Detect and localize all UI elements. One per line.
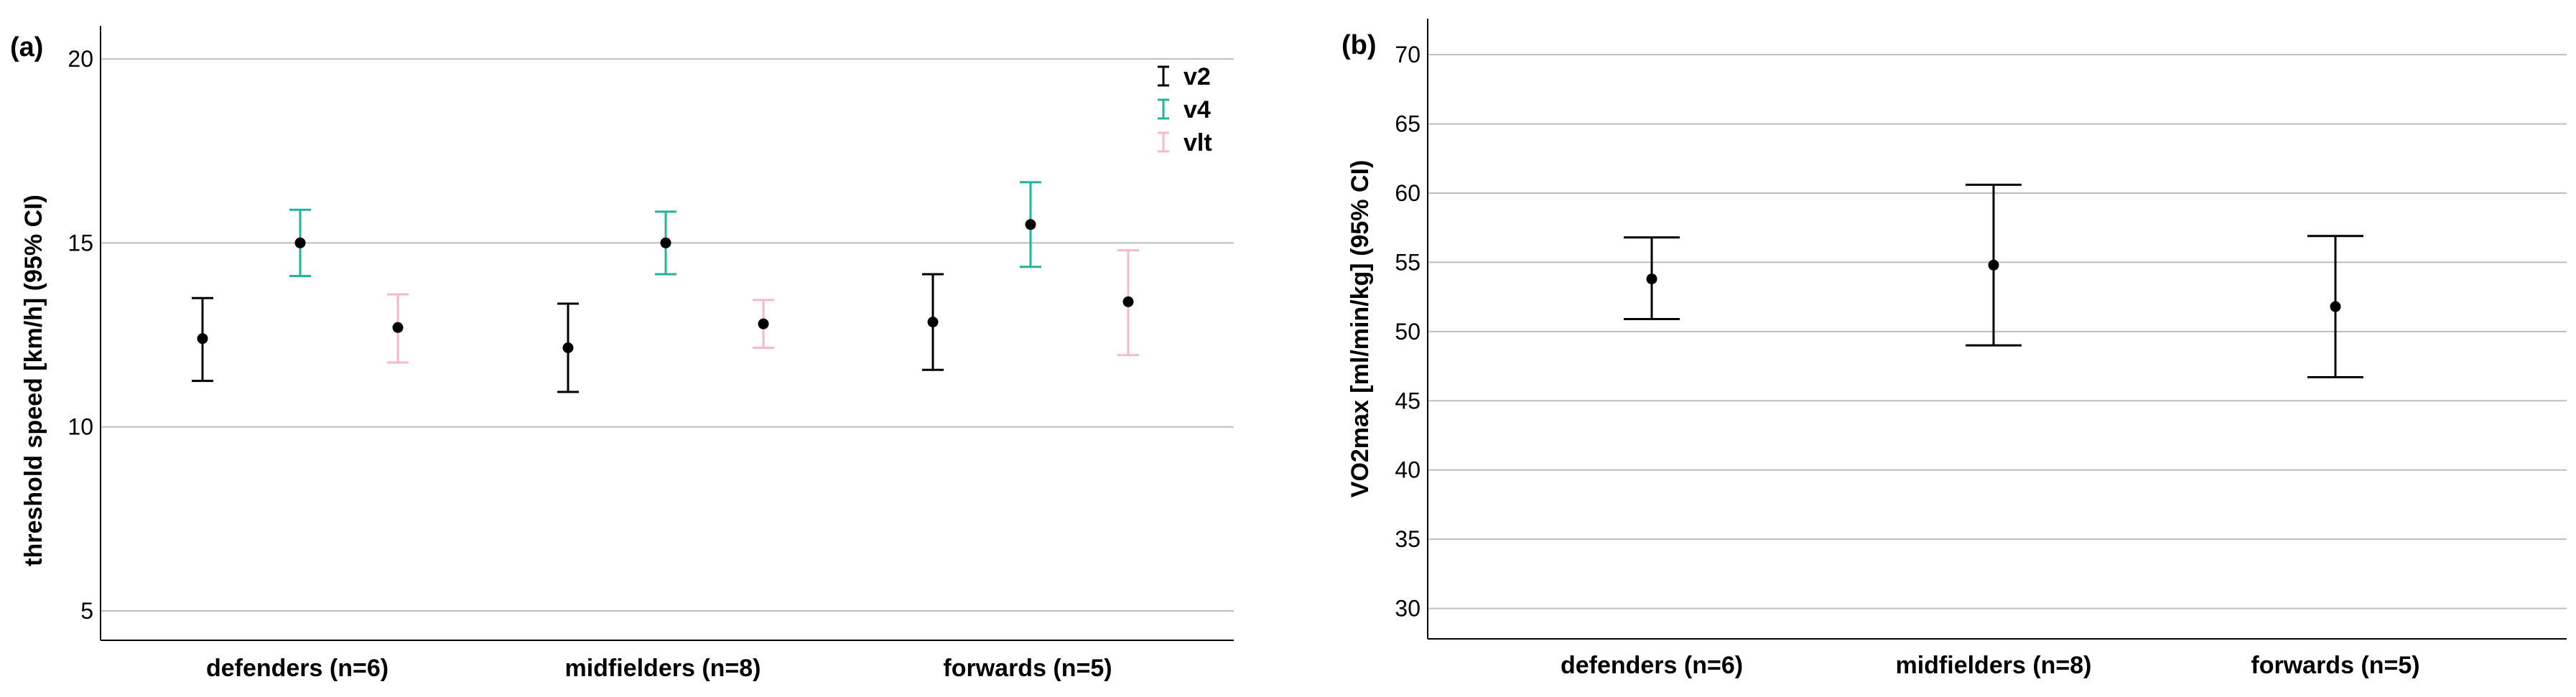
error-bar-vlt-forwards-n-5-mean-point — [1122, 296, 1134, 307]
y-tick-label-30: 30 — [1395, 596, 1420, 622]
legend-symbol-v2 — [1158, 65, 1169, 87]
y-tick-label-20: 20 — [68, 46, 93, 72]
panel-b-y-tick-labels: 30 35 40 45 50 55 60 65 70 — [1395, 42, 1420, 621]
panel-a-legend: v2 v4 vlt — [1158, 63, 1212, 156]
panel-a-gridlines — [101, 58, 1234, 612]
panel-a-category-label-midfielders: midfielders (n=8) — [564, 655, 761, 682]
panel-a-category-label-forwards: forwards (n=5) — [943, 655, 1112, 682]
error-bar-v4-midfielders-n-8-mean-point — [660, 237, 671, 248]
panel-b-category-label-defenders: defenders (n=6) — [1561, 652, 1743, 679]
panel-b-error-bars — [1624, 183, 2363, 378]
legend-symbol-v4 — [1158, 98, 1169, 120]
y-tick-label-40: 40 — [1395, 457, 1420, 483]
error-bar-v2-midfielders-n-8-mean-point — [562, 342, 574, 354]
y-tick-label-60: 60 — [1395, 180, 1420, 206]
panel-a-label: (a) — [10, 32, 43, 62]
legend-label-vlt: vlt — [1184, 129, 1212, 156]
legend-label-v2: v2 — [1184, 63, 1211, 90]
error-bar-vlt-midfielders-n-8-mean-point — [758, 318, 769, 329]
legend-symbol-vlt — [1158, 131, 1169, 153]
panel-a-category-label-defenders: defenders (n=6) — [206, 655, 389, 682]
error-bar-v2-defenders-n-6-mean-point — [197, 333, 208, 345]
y-tick-label-45: 45 — [1395, 388, 1420, 413]
panel-b-vo2max: (b) VO2max [ml/min/kg] (95% CI) 30 35 40 45… — [1342, 19, 2567, 679]
panel-a-y-axis-title: threshold speed [km/h] (95% CI) — [20, 195, 47, 566]
y-tick-label-65: 65 — [1395, 111, 1420, 137]
y-tick-label-5: 5 — [80, 598, 93, 624]
panel-a-threshold-speed: (a) threshold speed [km/h] (95% CI) 5 10 1… — [10, 26, 1234, 682]
error-bar-v4-defenders-n-6-mean-point — [294, 237, 306, 248]
error-bar-vo2max-midfielders-n-8-mean-point — [1988, 259, 1999, 271]
error-bar-vo2max-forwards-n-5-mean-point — [2330, 301, 2341, 312]
y-tick-label-35: 35 — [1395, 526, 1420, 552]
panel-a-y-tick-labels: 5 10 15 20 — [68, 46, 93, 624]
y-tick-label-50: 50 — [1395, 319, 1420, 345]
panel-a-category-labels: defenders (n=6) midfielders (n=8) forwar… — [206, 655, 1112, 682]
panel-b-gridlines — [1428, 54, 2567, 609]
y-tick-label-70: 70 — [1395, 42, 1420, 67]
y-tick-label-10: 10 — [68, 414, 93, 440]
panel-b-label: (b) — [1342, 30, 1377, 60]
error-bar-v2-forwards-n-5-mean-point — [927, 317, 939, 328]
panel-b-category-labels: defenders (n=6) midfielders (n=8) forwar… — [1561, 652, 2420, 679]
error-bar-v4-forwards-n-5-mean-point — [1025, 219, 1036, 230]
error-bar-vo2max-defenders-n-6-mean-point — [1646, 273, 1657, 285]
legend-label-v4: v4 — [1184, 96, 1211, 123]
y-tick-label-15: 15 — [68, 230, 93, 256]
y-tick-label-55: 55 — [1395, 249, 1420, 275]
panel-b-category-label-midfielders: midfielders (n=8) — [1895, 652, 2091, 679]
panel-a-error-bars — [192, 181, 1139, 393]
panel-b-y-axis-title: VO2max [ml/min/kg] (95% CI) — [1347, 160, 1374, 497]
error-bar-vlt-defenders-n-6-mean-point — [392, 322, 404, 333]
panel-b-category-label-forwards: forwards (n=5) — [2251, 652, 2419, 679]
